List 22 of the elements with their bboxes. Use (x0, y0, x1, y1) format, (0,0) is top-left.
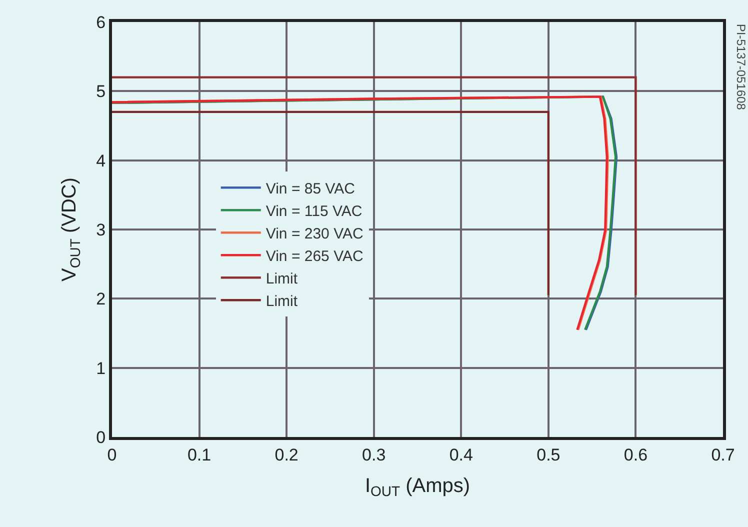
legend-label: Vin = 230 VAC (266, 226, 364, 242)
text: PI-5137-051608 (734, 24, 748, 110)
x-tick-label: 0.6 (624, 445, 648, 464)
y-tick-label: 2 (96, 290, 106, 309)
x-tick-label: 0.5 (536, 445, 560, 464)
x-tick-label: 0.7 (711, 445, 735, 464)
legend-label: Limit (266, 270, 298, 288)
legend-label: Vin = 115 VAC (266, 203, 362, 220)
legend-label: Limit (266, 293, 298, 310)
y-tick-label: 5 (96, 82, 106, 102)
y-tick-label: 4 (96, 151, 106, 170)
x-axis-title: I$_{OUT}$ (Amps) (364, 474, 470, 500)
y-tick-label: 3 (96, 220, 106, 240)
x-tick-label: 0.1 (187, 445, 212, 464)
x-tick-label: 0.3 (362, 445, 386, 464)
x-tick-label: 0.4 (449, 445, 473, 464)
legend-label: Vin = 265 VAC (266, 248, 364, 265)
y-tick-label: 1 (96, 358, 106, 378)
x-tick-label: 0.2 (274, 445, 298, 464)
y-tick-label: 6 (96, 12, 106, 32)
y-tick-label: 0 (96, 428, 106, 447)
legend-label: Vin = 85 VAC (266, 180, 356, 198)
